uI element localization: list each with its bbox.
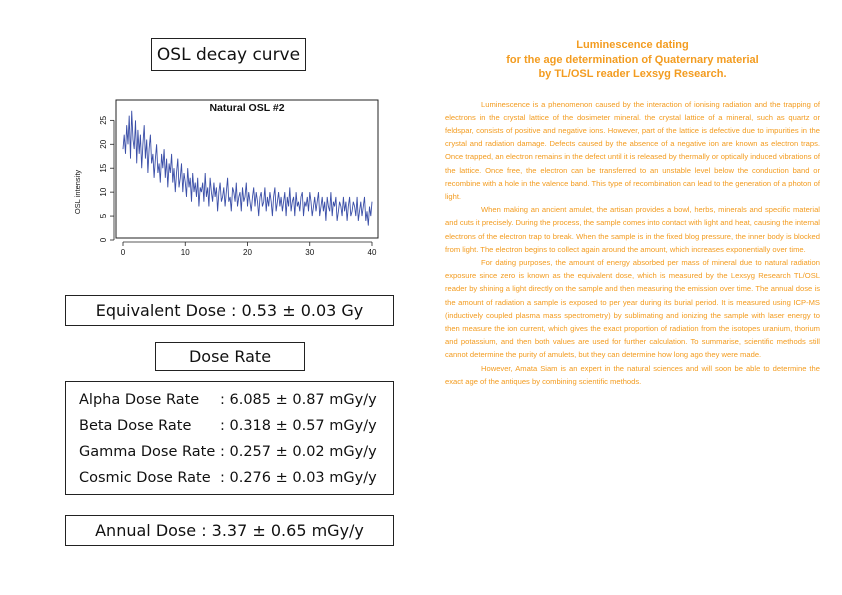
- x-tick-label: 40: [368, 248, 377, 257]
- article-paragraph: However, Amata Siam is an expert in the …: [445, 363, 820, 386]
- dose-rate-row: Gamma Dose Rate: 0.257 ± 0.02 mGy/y: [79, 442, 377, 462]
- dose-rate-value: : 6.085 ± 0.87 mGy/y: [220, 392, 377, 408]
- article-paragraph: When making an ancient amulet, the artis…: [445, 205, 820, 254]
- y-axis-label: OSL intensity: [73, 170, 82, 215]
- dose-rate-value: : 0.318 ± 0.57 mGy/y: [220, 418, 377, 434]
- y-tick-label: 15: [99, 163, 108, 172]
- chart-axes: 0 10 20 30 40 0 5 10 15 20 25: [99, 115, 377, 257]
- article-title: Luminescence dating for the age determin…: [506, 39, 759, 80]
- chart-title: Natural OSL #2: [209, 102, 284, 114]
- dose-rate-row: Beta Dose Rate : 0.318 ± 0.57 mGy/y: [79, 416, 377, 436]
- dose-rate-table: Alpha Dose Rate : 6.085 ± 0.87 mGy/y Beta…: [65, 381, 394, 495]
- x-tick-label: 0: [121, 248, 126, 257]
- dose-rate-value: : 0.257 ± 0.02 mGy/y: [220, 444, 377, 460]
- y-tick-label: 5: [99, 213, 108, 218]
- x-tick-label: 10: [181, 248, 190, 257]
- decay-curve-title: OSL decay curve: [151, 38, 306, 71]
- dose-rate-name: Alpha Dose Rate: [79, 392, 200, 408]
- dose-rate-value: : 0.276 ± 0.03 mGy/y: [220, 470, 377, 486]
- annual-dose: Annual Dose : 3.37 ± 0.65 mGy/y: [65, 515, 394, 546]
- plot-frame: [115, 99, 379, 239]
- x-tick-label: 30: [305, 248, 314, 257]
- equivalent-dose: Equivalent Dose : 0.53 ± 0.03 Gy: [65, 295, 394, 326]
- dose-rate-row: Cosmic Dose Rate : 0.276 ± 0.03 mGy/y: [79, 468, 377, 488]
- x-tick-label: 20: [243, 248, 252, 257]
- y-tick-label: 25: [99, 115, 108, 124]
- osl-series-line: [122, 110, 373, 226]
- y-tick-label: 20: [99, 139, 108, 148]
- y-tick-label: 10: [99, 187, 108, 196]
- dose-rate-title: Dose Rate: [155, 342, 305, 371]
- dose-rate-row: Alpha Dose Rate : 6.085 ± 0.87 mGy/y: [79, 390, 377, 410]
- dose-rate-name: Beta Dose Rate: [79, 418, 192, 434]
- article-paragraph: For dating purposes, the amount of energ…: [445, 257, 820, 360]
- y-tick-label: 0: [99, 237, 108, 242]
- dose-rate-name: Gamma Dose Rate: [79, 444, 216, 460]
- article-paragraph: Luminescence is a phenomenon caused by t…: [445, 99, 820, 201]
- dose-rate-name: Cosmic Dose Rate: [79, 470, 211, 486]
- osl-decay-chart: Natural OSL #2 OSL intensity 0 10 20 30 40 0 5…: [73, 99, 379, 257]
- article: Luminescence dating for the age determin…: [445, 38, 820, 388]
